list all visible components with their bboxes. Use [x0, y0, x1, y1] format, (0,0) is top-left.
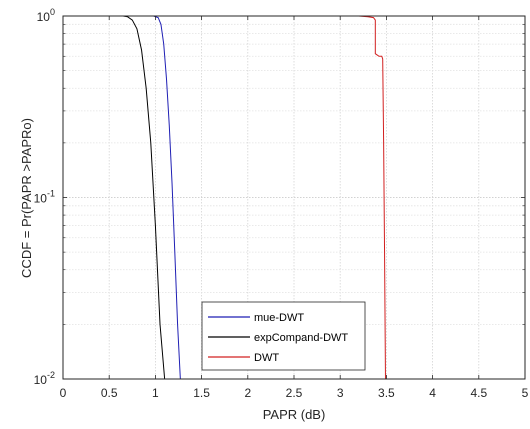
- series-group: [122, 15, 386, 380]
- x-tick-label: 3.5: [378, 386, 395, 400]
- x-tick-label: 0.5: [101, 386, 118, 400]
- x-tick-label: 0: [60, 386, 67, 400]
- legend: mue-DWT expCompand-DWT DWT: [201, 301, 366, 371]
- grid: [63, 16, 525, 379]
- x-tick-label: 2.5: [286, 386, 303, 400]
- legend-label-1: expCompand-DWT: [254, 332, 348, 344]
- series-line-0: [153, 15, 181, 380]
- legend-label-2: DWT: [254, 352, 279, 364]
- y-tick-label: 10-2: [34, 370, 55, 387]
- x-tick-label: 2: [244, 386, 251, 400]
- legend-box: [201, 301, 366, 371]
- series-line-2: [340, 15, 386, 380]
- y-tick-labels: 100 10-1 10-2: [34, 7, 525, 387]
- x-tick-label: 4: [429, 386, 436, 400]
- series-line-1: [122, 15, 166, 380]
- x-axis-label: PAPR (dB): [263, 407, 326, 422]
- x-tick-label: 5: [522, 386, 529, 400]
- y-tick-label: 10-1: [34, 189, 55, 206]
- x-tick-label: 4.5: [470, 386, 487, 400]
- x-tick-label: 3: [337, 386, 344, 400]
- legend-label-0: mue-DWT: [254, 312, 304, 324]
- x-tick-label: 1: [152, 386, 159, 400]
- x-tick-labels: 0 0.5 1 1.5 2 2.5 3 3.5 4 4.5 5: [60, 16, 529, 400]
- y-tick-label: 100: [37, 7, 55, 24]
- y-axis-label: CCDF = Pr(PAPR >PAPRo): [19, 118, 34, 278]
- x-tick-label: 1.5: [193, 386, 210, 400]
